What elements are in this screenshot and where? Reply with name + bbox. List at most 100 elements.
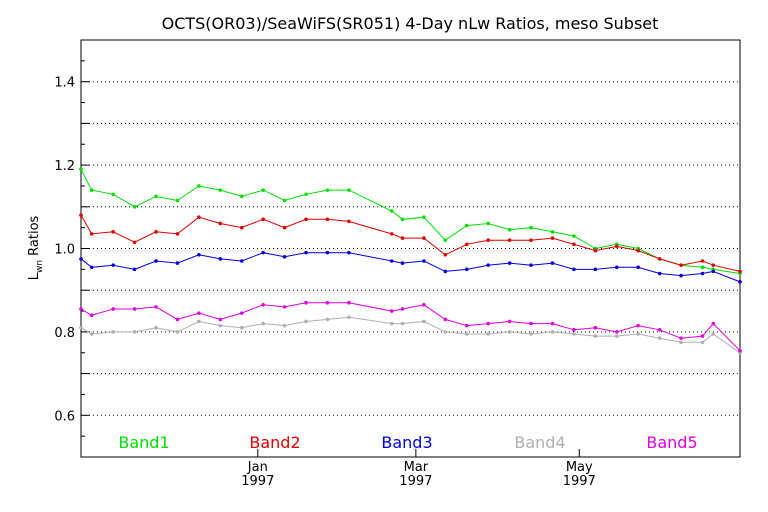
data-point-band2 <box>700 259 705 263</box>
y-tick-label: 1.4 <box>54 76 75 91</box>
data-point-band4 <box>400 321 405 326</box>
data-point-band3 <box>79 257 83 261</box>
data-point-band3 <box>111 263 115 267</box>
data-point-band4 <box>550 330 555 334</box>
data-point-band2 <box>711 263 716 267</box>
data-point-band4 <box>282 323 287 328</box>
data-point-band5 <box>443 317 448 322</box>
data-point-band5 <box>132 307 137 311</box>
data-point-band5 <box>197 311 201 315</box>
data-point-band4 <box>132 330 137 334</box>
data-point-band3 <box>679 273 683 278</box>
data-point-band1 <box>111 192 115 197</box>
data-point-band4 <box>507 330 512 334</box>
legend-item-band2: Band2 <box>249 433 300 452</box>
data-point-band3 <box>154 259 158 263</box>
data-point-band2 <box>261 217 265 222</box>
data-point-band3 <box>325 250 330 255</box>
x-tick-label-year: 1997 <box>563 474 596 489</box>
data-point-band1 <box>572 234 576 238</box>
y-axis-label-rest: Ratios <box>27 215 42 260</box>
legend-item-band5: Band5 <box>646 433 697 452</box>
data-point-band3 <box>593 267 598 272</box>
data-point-band2 <box>154 230 158 234</box>
data-point-band4 <box>197 319 201 324</box>
data-point-band1 <box>175 198 180 203</box>
legend-item-band1: Band1 <box>118 433 169 452</box>
data-point-band5 <box>239 311 244 315</box>
data-point-band4 <box>593 334 598 338</box>
y-tick-label: 1.0 <box>54 243 75 258</box>
data-point-band1 <box>529 225 533 230</box>
data-point-band1 <box>700 265 705 270</box>
data-point-band2 <box>529 238 533 242</box>
y-axis-label-sub: wn <box>35 260 45 273</box>
data-point-band5 <box>282 305 287 309</box>
data-point-band4 <box>486 332 490 336</box>
data-point-band3 <box>261 250 265 255</box>
data-point-band5 <box>636 323 641 328</box>
data-point-band2 <box>507 238 512 242</box>
data-point-band2 <box>738 269 742 274</box>
data-point-band4 <box>325 317 330 322</box>
data-point-band1 <box>132 205 137 209</box>
data-point-band3 <box>614 265 619 270</box>
data-point-band2 <box>132 240 137 245</box>
data-point-band2 <box>389 232 394 236</box>
data-point-band1 <box>325 188 330 192</box>
data-point-band1 <box>507 227 512 232</box>
data-point-band3 <box>529 263 533 267</box>
data-point-band3 <box>443 269 448 274</box>
data-point-band1 <box>389 209 394 213</box>
data-point-band4 <box>700 340 705 345</box>
data-point-band2 <box>325 217 330 222</box>
data-point-band1 <box>443 238 448 242</box>
data-point-band5 <box>89 313 94 318</box>
data-point-band1 <box>154 194 158 199</box>
data-point-band2 <box>175 232 180 236</box>
data-point-band4 <box>79 325 83 330</box>
data-point-band4 <box>239 325 244 330</box>
series-line-band3 <box>80 252 741 283</box>
data-point-band1 <box>422 215 426 220</box>
data-point-band2 <box>282 225 287 230</box>
grid <box>81 81 740 416</box>
data-point-band3 <box>304 250 308 255</box>
data-point-band4 <box>218 323 223 328</box>
x-tick-label-month: May <box>566 460 593 475</box>
data-point-band5 <box>572 328 576 332</box>
data-point-band2 <box>486 238 490 242</box>
data-point-band1 <box>197 184 201 188</box>
legend: Band1 Band2 Band3 Band4 Band5 <box>118 433 697 452</box>
data-point-band5 <box>175 317 180 322</box>
data-point-band4 <box>304 319 308 324</box>
series-group <box>79 167 742 355</box>
data-point-band5 <box>486 321 490 326</box>
y-tick-label: 1.2 <box>54 159 75 174</box>
data-point-band3 <box>657 271 662 276</box>
data-point-band1 <box>239 194 244 199</box>
data-point-band1 <box>218 188 223 192</box>
data-point-band5 <box>550 321 555 326</box>
data-point-band2 <box>464 242 469 247</box>
data-point-band5 <box>711 321 716 326</box>
data-point-band3 <box>572 267 576 272</box>
data-point-band4 <box>154 325 158 330</box>
data-point-band4 <box>422 319 426 324</box>
data-point-band5 <box>657 328 662 332</box>
data-point-band4 <box>636 332 641 336</box>
data-point-band3 <box>507 261 512 265</box>
data-point-band4 <box>711 332 716 336</box>
data-point-band5 <box>79 307 83 311</box>
data-point-band5 <box>389 309 394 313</box>
data-point-band1 <box>89 188 94 192</box>
data-point-band3 <box>464 267 469 272</box>
data-point-band2 <box>679 263 683 267</box>
data-point-band5 <box>507 319 512 324</box>
data-point-band4 <box>529 332 533 336</box>
data-point-band5 <box>614 330 619 334</box>
data-point-band3 <box>550 261 555 265</box>
x-tick-label-year: 1997 <box>399 474 432 489</box>
series-line-band2 <box>80 214 741 272</box>
data-point-band2 <box>636 248 641 253</box>
